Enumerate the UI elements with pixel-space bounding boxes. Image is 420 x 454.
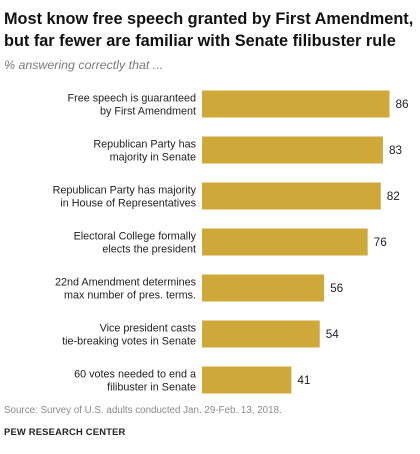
category-label: Vice president casts bbox=[100, 323, 197, 335]
bar bbox=[202, 90, 390, 118]
organization-name: PEW RESEARCH CENTER bbox=[4, 426, 126, 437]
category-label: max number of pres. terms. bbox=[64, 290, 196, 302]
bar bbox=[202, 274, 325, 302]
category-label: filibuster in Senate bbox=[107, 382, 196, 394]
data-label: 83 bbox=[389, 143, 403, 157]
data-label: 82 bbox=[387, 189, 400, 203]
bar bbox=[202, 366, 292, 394]
bar bbox=[202, 228, 368, 256]
category-label: Republican Party has majority bbox=[53, 185, 197, 197]
bar bbox=[202, 136, 383, 164]
data-label: 76 bbox=[374, 235, 388, 249]
data-label: 41 bbox=[297, 373, 310, 387]
data-label: 54 bbox=[326, 327, 340, 341]
category-label: 22nd Amendment determines bbox=[55, 277, 197, 289]
category-label: in House of Representatives bbox=[60, 198, 196, 210]
category-label: 60 votes needed to end a bbox=[74, 369, 196, 381]
bar bbox=[202, 320, 320, 348]
category-label: tie-breaking votes in Senate bbox=[62, 336, 196, 348]
source-note: Source: Survey of U.S. adults conducted … bbox=[4, 405, 282, 416]
chart-subtitle: % answering correctly that ... bbox=[4, 58, 164, 72]
category-label: Electoral College formally bbox=[74, 231, 197, 243]
category-label: Republican Party has bbox=[93, 139, 196, 151]
chart-title: Most know free speech granted by First A… bbox=[4, 10, 414, 50]
category-label: by First Amendment bbox=[100, 106, 196, 118]
bar bbox=[202, 182, 381, 210]
category-label: Free speech is guaranteed bbox=[68, 93, 196, 105]
data-label: 56 bbox=[330, 281, 344, 295]
category-label: majority in Senate bbox=[110, 152, 196, 164]
data-label: 86 bbox=[395, 97, 409, 111]
category-label: elects the president bbox=[102, 244, 196, 256]
